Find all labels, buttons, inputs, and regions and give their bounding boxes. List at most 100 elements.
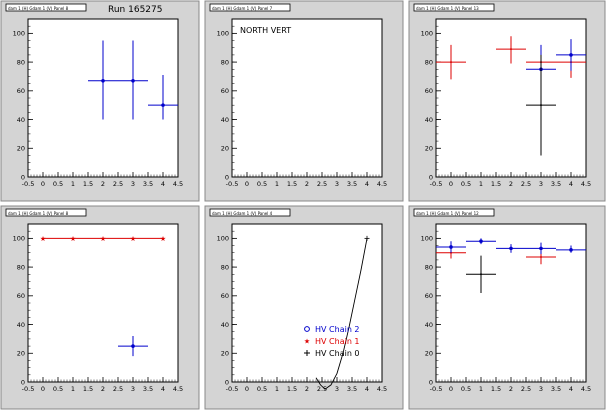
x-tick-label: 0 [41, 385, 45, 393]
panel-title-box [413, 3, 495, 12]
x-tick-label: 0.5 [53, 180, 63, 188]
panel-title: dam 1 (H) Gdam 1 (V) Panel 13 [416, 6, 479, 11]
x-tick-label: 2 [101, 180, 105, 188]
data-point [540, 104, 542, 107]
x-tick-label: 4.5 [581, 180, 591, 188]
plot-area [231, 223, 383, 383]
x-tick-label: 1.5 [491, 180, 501, 188]
x-tick-label: 4 [569, 385, 573, 393]
x-tick-label: 2 [509, 385, 513, 393]
x-tick-label: 1.5 [83, 385, 93, 393]
chart-panel-2: dam 1 (H) Gdam 1 (V) Panel 7-0.5 0 0.5 1 1.5… [204, 0, 404, 202]
legend-marker-star: ★ [304, 338, 310, 346]
x-tick-label: 2.5 [521, 180, 531, 188]
curve-line [315, 238, 368, 390]
x-tick-label: 3.5 [143, 385, 153, 393]
y-tick-label: 0 [429, 173, 433, 181]
chart-title: Run 165275 [108, 5, 162, 15]
panel-title: dam 1 (H) Gdam 1 (V) Panel 4 [212, 211, 273, 216]
x-tick-label: 4 [365, 385, 369, 393]
x-tick-label: 3.5 [347, 385, 357, 393]
y-tick-label: 40 [221, 116, 229, 124]
y-tick-label: 80 [221, 58, 229, 66]
y-tick-label: 40 [17, 116, 25, 124]
x-tick-label: -0.5 [22, 180, 35, 188]
plot-area [27, 223, 179, 383]
x-tick-label: 2.5 [113, 385, 123, 393]
x-tick-label: 3.5 [347, 180, 357, 188]
star-marker: ★ [40, 235, 46, 243]
data-point [569, 248, 573, 252]
x-tick-label: 0 [449, 180, 453, 188]
x-tick-label: -0.5 [226, 180, 239, 188]
y-tick-label: 40 [17, 321, 25, 329]
chart-panel-6: dam 1 (H) Gdam 1 (V) Panel 12-0.5 0 0.5 1 1.… [408, 205, 606, 410]
x-tick-label: 0.5 [53, 385, 63, 393]
y-tick-label: 20 [221, 145, 229, 153]
x-tick-label: 1 [479, 180, 483, 188]
y-tick-label: 20 [221, 350, 229, 358]
chart-panel-3: dam 1 (H) Gdam 1 (V) Panel 13-0.5 0 0.5 1 1.… [408, 0, 606, 202]
x-tick-label: 3 [539, 385, 543, 393]
y-tick-label: 100 [421, 235, 433, 243]
y-tick-label: 60 [425, 87, 433, 95]
y-tick-label: 0 [429, 378, 433, 386]
x-tick-label: 3 [539, 180, 543, 188]
x-tick-label: 0 [245, 180, 249, 188]
x-tick-label: 3 [131, 385, 135, 393]
star-marker: ★ [100, 235, 106, 243]
x-tick-label: 3 [335, 385, 339, 393]
data-point [539, 246, 543, 251]
plot-area [231, 18, 383, 178]
panel-title: dam 1 (H) Gdam 1 (V) Panel 8 [8, 211, 69, 216]
x-tick-label: 4 [569, 180, 573, 188]
x-tick-label: 4.5 [173, 180, 183, 188]
data-point [480, 273, 482, 276]
x-tick-label: -0.5 [430, 385, 443, 393]
x-tick-label: 0 [41, 180, 45, 188]
x-tick-label: 1 [275, 180, 279, 188]
x-tick-label: 0 [245, 385, 249, 393]
x-tick-label: 2 [305, 180, 309, 188]
x-tick-label: 0.5 [461, 385, 471, 393]
x-tick-label: 0 [449, 385, 453, 393]
x-tick-label: 0.5 [257, 180, 267, 188]
panel-title-box [5, 208, 87, 217]
data-point [101, 78, 105, 83]
data-point [569, 53, 573, 57]
x-tick-label: 4.5 [377, 385, 387, 393]
legend-label: HV Chain 0 [315, 349, 360, 358]
y-tick-label: 0 [225, 173, 229, 181]
panel-title-box [209, 3, 291, 12]
panel-title-box [209, 208, 291, 217]
y-tick-label: 80 [425, 263, 433, 271]
x-tick-label: 0.5 [257, 385, 267, 393]
chart-annotation: NORTH VERT [240, 26, 291, 35]
x-tick-label: 2 [509, 180, 513, 188]
x-tick-label: -0.5 [430, 180, 443, 188]
x-tick-label: 4 [161, 180, 165, 188]
chart-panel-5: dam 1 (H) Gdam 1 (V) Panel 4-0.5 0 0.5 1 1.5… [204, 205, 404, 410]
data-point [450, 61, 452, 64]
x-tick-label: 2 [305, 385, 309, 393]
y-tick-label: 0 [225, 378, 229, 386]
y-tick-label: 100 [217, 235, 229, 243]
x-tick-label: 1 [71, 385, 75, 393]
x-tick-label: 4.5 [377, 180, 387, 188]
y-tick-label: 100 [421, 30, 433, 38]
y-tick-label: 20 [425, 145, 433, 153]
y-tick-label: 60 [17, 292, 25, 300]
data-point [131, 344, 135, 348]
panel-title-box [5, 3, 87, 12]
y-tick-label: 80 [17, 58, 25, 66]
y-tick-label: 60 [17, 87, 25, 95]
data-point [131, 78, 135, 83]
x-tick-label: 1.5 [287, 180, 297, 188]
y-tick-label: 20 [17, 350, 25, 358]
y-tick-label: 100 [13, 30, 25, 38]
x-tick-label: 2 [101, 385, 105, 393]
data-point [509, 246, 513, 251]
y-tick-label: 40 [221, 321, 229, 329]
star-marker: ★ [70, 235, 76, 243]
